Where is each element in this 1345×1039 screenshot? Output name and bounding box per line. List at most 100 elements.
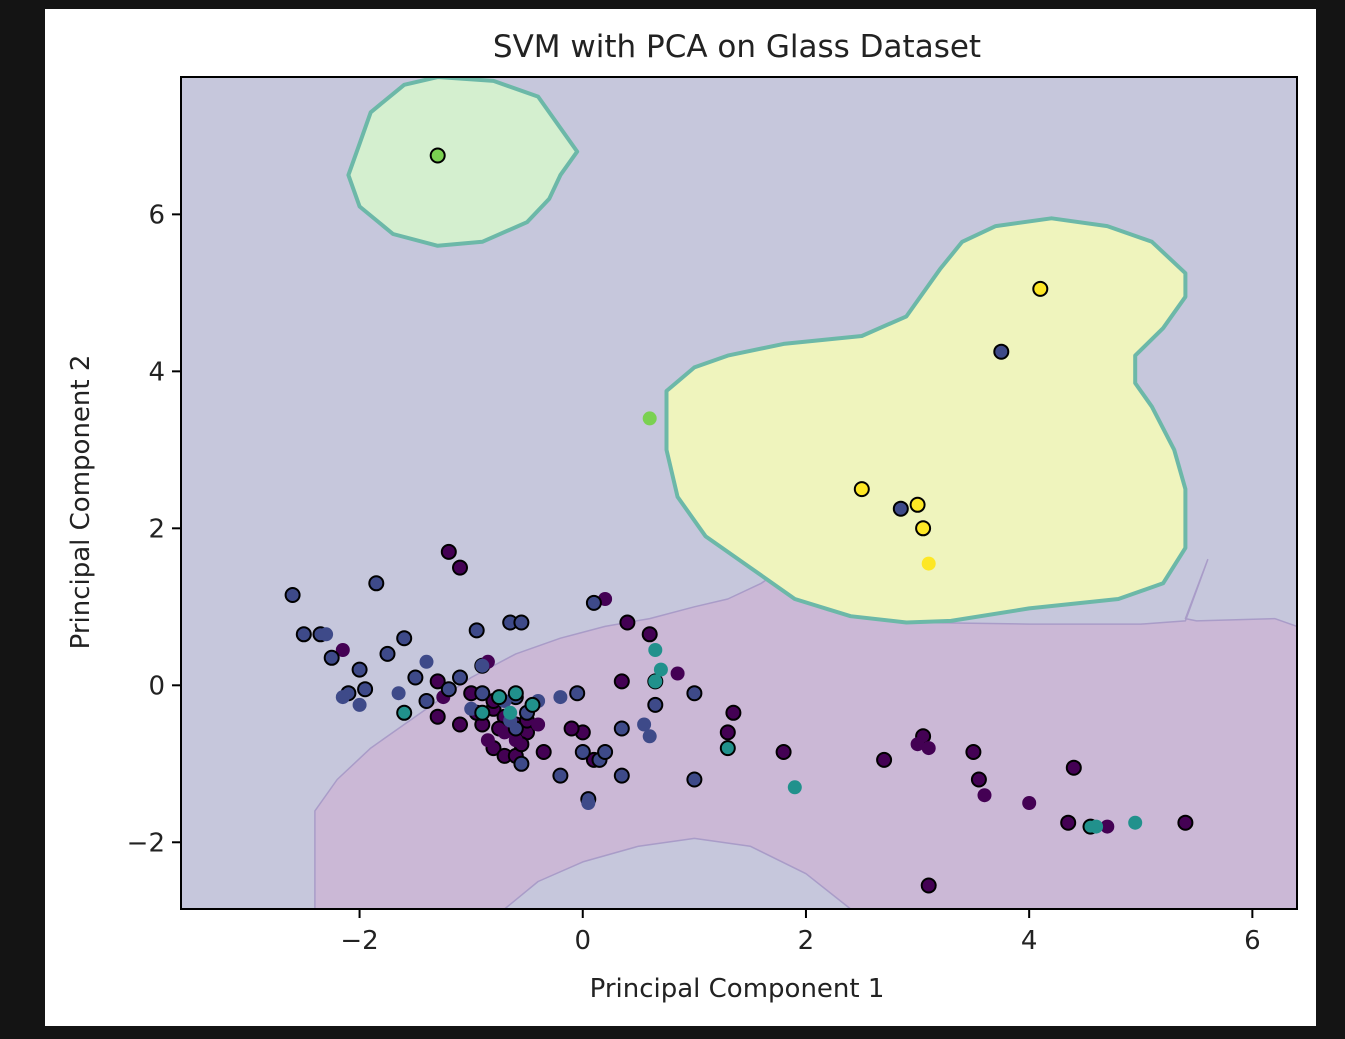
data-point xyxy=(1100,819,1115,834)
data-point xyxy=(474,704,491,721)
data-point xyxy=(503,705,518,720)
data-point xyxy=(407,669,424,686)
data-point xyxy=(391,686,406,701)
data-point xyxy=(440,681,457,698)
data-point xyxy=(574,744,591,760)
data-point xyxy=(613,673,630,690)
data-point xyxy=(1089,819,1104,834)
y-tick-label: 2 xyxy=(148,514,165,544)
data-point xyxy=(670,666,685,681)
data-point xyxy=(647,696,664,713)
x-tick-label: 2 xyxy=(798,926,815,956)
x-tick-label: 4 xyxy=(1021,926,1038,956)
data-point xyxy=(524,696,541,713)
data-point xyxy=(1128,815,1143,830)
data-point xyxy=(653,662,668,677)
decision-region-class_7 xyxy=(664,216,1188,625)
data-point xyxy=(686,685,703,702)
data-point xyxy=(531,717,546,732)
data-point xyxy=(452,559,468,576)
data-point xyxy=(613,720,630,737)
plot-area xyxy=(181,77,1297,909)
data-point xyxy=(921,556,936,571)
data-point xyxy=(921,741,936,756)
data-point xyxy=(892,500,909,517)
data-point xyxy=(508,733,523,748)
y-tick-label: 6 xyxy=(148,200,165,230)
data-point xyxy=(1065,759,1082,776)
x-axis-label: Principal Component 1 xyxy=(590,974,885,1004)
data-point xyxy=(569,685,586,702)
data-point xyxy=(648,674,663,689)
data-point xyxy=(619,614,636,631)
data-point xyxy=(335,643,350,657)
data-point xyxy=(452,716,468,733)
data-point xyxy=(468,622,485,639)
y-tick-label: −2 xyxy=(127,828,165,858)
data-point xyxy=(507,685,524,702)
plot-frame xyxy=(180,76,1298,910)
data-point xyxy=(965,744,982,760)
decision-region-class_6 xyxy=(346,77,580,248)
data-point xyxy=(1060,814,1077,831)
data-point xyxy=(475,658,490,673)
data-point xyxy=(513,755,530,772)
data-point xyxy=(787,780,802,795)
data-point xyxy=(1022,796,1037,810)
data-point xyxy=(396,704,413,721)
data-point xyxy=(323,649,340,666)
data-point xyxy=(853,481,870,498)
x-axis: −2 0 2 4 6 xyxy=(340,909,1261,956)
data-point xyxy=(335,690,350,705)
y-tick-label: 4 xyxy=(148,357,165,387)
data-point xyxy=(1032,280,1049,297)
scatter-chart: SVM with PCA on Glass Dataset −2 0 2 4 6 −2 0… xyxy=(66,29,1298,1004)
series-class_5-plain xyxy=(503,643,1143,834)
data-point xyxy=(295,626,312,643)
series-class_6-edged xyxy=(429,147,446,164)
data-point xyxy=(553,690,568,705)
data-point xyxy=(977,788,992,803)
data-point xyxy=(396,630,413,647)
data-point xyxy=(686,771,703,788)
data-point xyxy=(613,767,630,784)
data-point xyxy=(642,729,657,744)
data-point xyxy=(637,717,652,732)
data-point xyxy=(876,751,893,768)
data-point xyxy=(775,744,792,760)
data-point xyxy=(581,796,596,810)
data-point xyxy=(642,411,657,426)
data-point xyxy=(352,697,367,712)
series-class_6-plain xyxy=(642,411,657,426)
series-class_7-edged xyxy=(853,280,1049,537)
data-point xyxy=(429,147,446,164)
data-point xyxy=(970,771,987,788)
data-point xyxy=(719,740,736,757)
data-point xyxy=(719,724,736,741)
data-point xyxy=(440,543,457,560)
data-point xyxy=(357,681,374,698)
data-point xyxy=(351,661,368,678)
data-point xyxy=(915,520,932,537)
data-point xyxy=(585,594,602,611)
x-tick-label: −2 xyxy=(340,926,378,956)
data-point xyxy=(452,669,468,686)
data-point xyxy=(910,737,925,752)
chart-title: SVM with PCA on Glass Dataset xyxy=(493,29,981,65)
data-point xyxy=(909,496,926,513)
data-point xyxy=(725,704,742,721)
data-point xyxy=(535,744,552,760)
series-class_1-plain xyxy=(335,592,1115,834)
data-point xyxy=(993,343,1010,360)
data-point xyxy=(319,627,334,642)
data-point xyxy=(491,689,508,706)
y-axis-label: Principal Component 2 xyxy=(66,355,96,650)
data-point xyxy=(597,744,614,760)
data-point xyxy=(641,626,658,643)
y-axis: −2 0 2 4 6 xyxy=(127,200,181,858)
data-point xyxy=(429,708,446,725)
data-point xyxy=(480,733,495,748)
data-point xyxy=(563,720,580,737)
data-point xyxy=(284,587,301,603)
data-point xyxy=(513,614,530,631)
